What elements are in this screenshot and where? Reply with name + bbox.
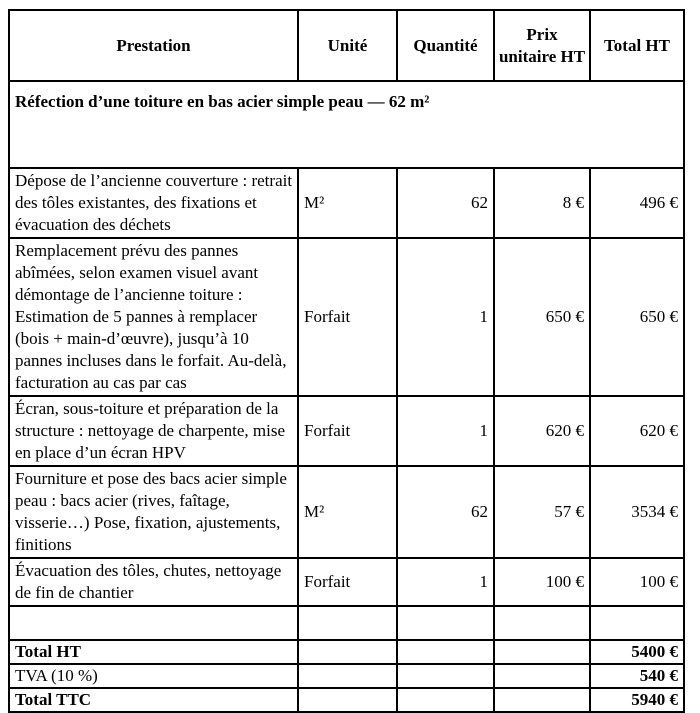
summary-label: Total HT <box>8 639 299 665</box>
empty-spacer-row <box>8 605 685 641</box>
prestation-cell: Fourniture et pose des bacs acier simple… <box>8 465 299 559</box>
empty-cell <box>589 605 685 641</box>
quote-table: Prestation Unité Quantité Prix unitaire … <box>8 9 685 713</box>
summary-label: TVA (10 %) <box>8 663 299 689</box>
unit-cell: M² <box>297 167 398 239</box>
unit-price-cell: 620 € <box>493 395 591 467</box>
unit-cell: Forfait <box>297 237 398 397</box>
table-row: Fourniture et pose des bacs acier simple… <box>8 465 685 559</box>
column-header-prix-unitaire-ht: Prix unitaire HT <box>493 9 591 82</box>
empty-cell <box>297 663 398 689</box>
quantity-cell: 62 <box>396 465 495 559</box>
quantity-cell: 1 <box>396 557 495 607</box>
unit-price-cell: 650 € <box>493 237 591 397</box>
empty-cell <box>493 605 591 641</box>
empty-cell <box>396 639 495 665</box>
summary-value: 540 € <box>589 663 685 689</box>
empty-cell <box>297 605 398 641</box>
total-cell: 496 € <box>589 167 685 239</box>
unit-cell: M² <box>297 465 398 559</box>
total-cell: 3534 € <box>589 465 685 559</box>
empty-cell <box>297 687 398 713</box>
prestation-cell: Dépose de l’ancienne couverture : retrai… <box>8 167 299 239</box>
summary-value: 5400 € <box>589 639 685 665</box>
empty-cell <box>8 605 299 641</box>
quantity-cell: 1 <box>396 395 495 467</box>
empty-cell <box>493 687 591 713</box>
empty-cell <box>493 639 591 665</box>
table-row: Évacuation des tôles, chutes, nettoyage … <box>8 557 685 607</box>
table-row: Remplacement prévu des pannes abîmées, s… <box>8 237 685 397</box>
column-header-prestation: Prestation <box>8 9 299 82</box>
column-header-total-ht: Total HT <box>589 9 685 82</box>
summary-value: 5940 € <box>589 687 685 713</box>
unit-cell: Forfait <box>297 395 398 467</box>
empty-cell <box>396 605 495 641</box>
summary-row-total-ht: Total HT 5400 € <box>8 639 685 665</box>
unit-price-cell: 57 € <box>493 465 591 559</box>
empty-cell <box>493 663 591 689</box>
table-row: Écran, sous-toiture et préparation de la… <box>8 395 685 467</box>
quantity-cell: 62 <box>396 167 495 239</box>
prestation-cell: Remplacement prévu des pannes abîmées, s… <box>8 237 299 397</box>
section-header-row: Réfection d’une toiture en bas acier sim… <box>8 80 685 169</box>
prestation-cell: Évacuation des tôles, chutes, nettoyage … <box>8 557 299 607</box>
empty-cell <box>297 639 398 665</box>
empty-cell <box>396 663 495 689</box>
total-cell: 620 € <box>589 395 685 467</box>
column-header-quantite: Quantité <box>396 9 495 82</box>
unit-price-cell: 100 € <box>493 557 591 607</box>
summary-label: Total TTC <box>8 687 299 713</box>
total-cell: 650 € <box>589 237 685 397</box>
unit-price-cell: 8 € <box>493 167 591 239</box>
quantity-cell: 1 <box>396 237 495 397</box>
column-header-unite: Unité <box>297 9 398 82</box>
summary-row-total-ttc: Total TTC 5940 € <box>8 687 685 713</box>
prestation-cell: Écran, sous-toiture et préparation de la… <box>8 395 299 467</box>
total-cell: 100 € <box>589 557 685 607</box>
section-title: Réfection d’une toiture en bas acier sim… <box>8 80 685 169</box>
unit-cell: Forfait <box>297 557 398 607</box>
table-header-row: Prestation Unité Quantité Prix unitaire … <box>8 9 685 82</box>
summary-row-tva: TVA (10 %) 540 € <box>8 663 685 689</box>
empty-cell <box>396 687 495 713</box>
table-row: Dépose de l’ancienne couverture : retrai… <box>8 167 685 239</box>
